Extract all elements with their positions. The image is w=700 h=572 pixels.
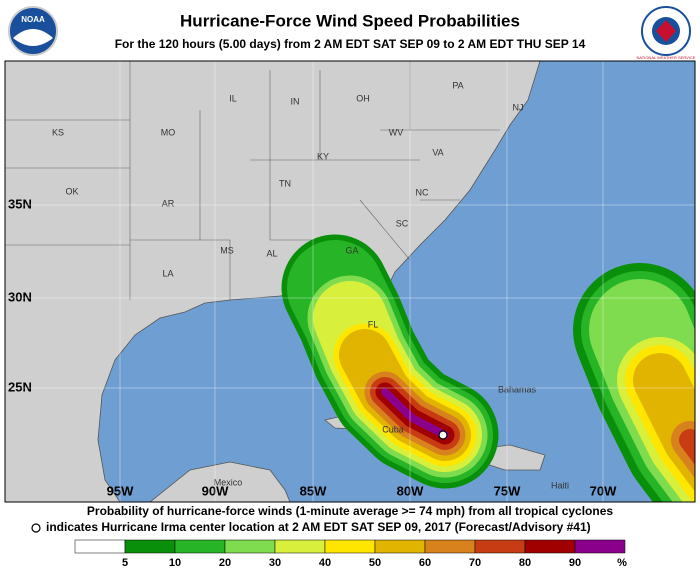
place-label: WV [389, 127, 404, 137]
state-borders [5, 61, 500, 300]
noaa-logo: NOAA [8, 6, 58, 56]
place-label: Cuba [382, 424, 404, 434]
caption: Probability of hurricane-force winds (1-… [87, 504, 613, 518]
place-label: SC [396, 218, 409, 228]
place-label: Bahamas [498, 384, 537, 394]
place-label: Haiti [551, 480, 569, 490]
lon-label: 75W [494, 483, 521, 498]
storm-center [438, 430, 448, 440]
logo-text: NATIONAL WEATHER SERVICE [637, 55, 696, 60]
lon-label: 90W [202, 483, 229, 498]
place-label: GA [345, 245, 358, 255]
place-label: NC [416, 187, 429, 197]
legend-tick: 20 [219, 557, 231, 569]
lat-label: 25N [8, 379, 32, 394]
land [149, 461, 291, 502]
place-label: FL [368, 319, 379, 329]
legend-swatch [174, 539, 226, 554]
legend-tick: 70 [469, 557, 481, 569]
lon-label: 85W [300, 483, 327, 498]
legend-swatch [524, 539, 576, 554]
legend: 5 10 20 30 40 50 60 70 80 90% [74, 539, 627, 569]
place-label: AR [162, 198, 175, 208]
place-label: MS [220, 245, 234, 255]
legend-swatch [74, 539, 126, 554]
legend-tick: 40 [319, 557, 331, 569]
place-label: TN [279, 178, 291, 188]
subtitle: For the 120 hours (5.00 days) from 2 AM … [115, 37, 586, 51]
marker-icon [31, 523, 41, 533]
lon-label: 95W [107, 483, 134, 498]
map-frame [4, 60, 696, 503]
lon-label: 70W [590, 483, 617, 498]
legend-tick: 10 [169, 557, 181, 569]
legend-swatch [124, 539, 176, 554]
place-label: MO [161, 127, 176, 137]
legend-tick: 30 [269, 557, 281, 569]
graticule [5, 61, 695, 502]
place-label: AL [266, 248, 277, 258]
legend-swatch [574, 539, 626, 554]
place-label: NJ [513, 102, 524, 112]
place-label: PA [452, 80, 463, 90]
legend-tick: 90 [569, 557, 581, 569]
place-label: LA [162, 268, 173, 278]
map: KS MO IL IN OH PA NJ KY WV VA OK AR TN NC SC MS AL GA LA FL… [5, 61, 695, 502]
nws-logo: NATIONAL WEATHER SERVICE [637, 6, 696, 60]
legend-tick: 5 [122, 557, 128, 569]
place-label: IN [291, 96, 300, 106]
lon-label: 80W [397, 483, 424, 498]
title: Hurricane-Force Wind Speed Probabilities [180, 11, 520, 30]
lat-label: 35N [8, 196, 32, 211]
legend-swatch [474, 539, 526, 554]
place-label: VA [432, 147, 443, 157]
legend-unit: % [617, 557, 627, 569]
legend-tick: 80 [519, 557, 531, 569]
logo-text: NOAA [21, 15, 45, 24]
place-label: OH [356, 93, 370, 103]
marker-note: indicates Hurricane Irma center location… [46, 520, 591, 534]
place-label: Mexico [214, 477, 243, 487]
legend-swatch [224, 539, 276, 554]
place-label: OK [65, 186, 78, 196]
legend-swatch [324, 539, 376, 554]
legend-swatch [274, 539, 326, 554]
place-label: IL [229, 93, 237, 103]
place-label: KS [52, 127, 64, 137]
place-label: KY [317, 151, 329, 161]
probability-swath [381, 388, 449, 439]
legend-tick: 50 [369, 557, 381, 569]
legend-swatch [374, 539, 426, 554]
legend-swatch [424, 539, 476, 554]
legend-tick: 60 [419, 557, 431, 569]
lat-label: 30N [8, 289, 32, 304]
